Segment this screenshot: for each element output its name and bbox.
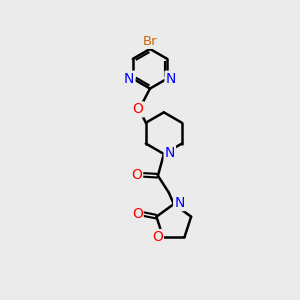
Text: O: O xyxy=(132,207,143,221)
Text: O: O xyxy=(131,168,142,182)
Text: N: N xyxy=(166,72,176,86)
Text: N: N xyxy=(174,196,184,210)
Text: N: N xyxy=(165,146,175,160)
Text: N: N xyxy=(124,72,134,86)
Text: O: O xyxy=(133,102,143,116)
Text: Br: Br xyxy=(143,35,157,48)
Text: O: O xyxy=(152,230,163,244)
